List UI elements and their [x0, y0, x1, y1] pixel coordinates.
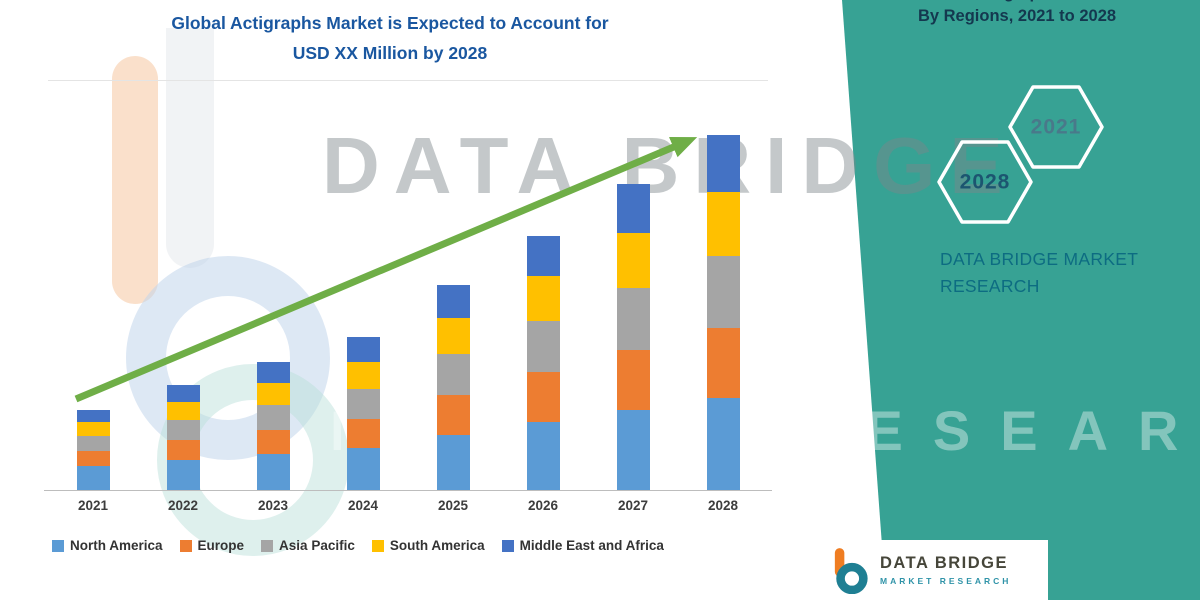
- legend-swatch-europe: [179, 539, 192, 552]
- bar-2022: [166, 385, 200, 490]
- footer-logo: DATA BRIDGE MARKET RESEARCH: [820, 540, 1048, 600]
- bar-2024-south-america: [346, 362, 380, 389]
- legend-swatch-south-america: [371, 539, 384, 552]
- legend: North America Europe Asia Pacific South Ame…: [52, 538, 792, 553]
- bar-2021-europe: [76, 451, 110, 466]
- bar-2028-south-america: [706, 192, 740, 256]
- legend-label-europe: Europe: [197, 538, 245, 553]
- x-axis-labels: 2021 2022 2023 2024 2025 2026 2027 2028: [48, 498, 768, 513]
- hexagon-2028-label: 2028: [960, 171, 1011, 194]
- bar-2028-asia-pacific: [706, 256, 740, 328]
- x-axis-line: [44, 490, 772, 491]
- bar-2027-asia-pacific: [616, 288, 650, 350]
- bar-2025-europe: [436, 395, 470, 435]
- bar-2026: [526, 236, 560, 490]
- bar-2023-europe: [256, 430, 290, 454]
- chart-title-line2: USD XX Million by 2028: [292, 43, 488, 63]
- bar-2023-asia-pacific: [256, 405, 290, 430]
- bar-2024-middle-east-and-africa: [346, 337, 380, 362]
- footer-brand-sub: MARKET RESEARCH: [880, 576, 1012, 586]
- databridge-logo-icon: [834, 548, 868, 594]
- bar-2021-north-america: [76, 466, 110, 490]
- bar-2022-middle-east-and-africa: [166, 385, 200, 402]
- hexagon-2021-label: 2021: [1031, 116, 1082, 139]
- legend-item-south-america: South America: [371, 538, 485, 553]
- bar-2022-europe: [166, 440, 200, 460]
- year-hexagons: 2028 2021: [937, 85, 1104, 224]
- top-gridline: [48, 80, 768, 81]
- bar-2028-north-america: [706, 398, 740, 490]
- bar-2024-north-america: [346, 448, 380, 490]
- bar-2025-north-america: [436, 435, 470, 490]
- footer-text: DATA BRIDGE MARKET RESEARCH: [880, 554, 1011, 586]
- legend-item-europe: Europe: [179, 538, 245, 553]
- legend-swatch-asia-pacific: [261, 539, 274, 552]
- legend-swatch-north-america: [52, 539, 64, 552]
- x-label-2027: 2027: [617, 498, 649, 513]
- bar-2028-middle-east-and-africa: [706, 135, 740, 192]
- bar-2024: [346, 337, 380, 490]
- bar-2026-middle-east-and-africa: [526, 236, 560, 276]
- bar-2025-south-america: [436, 318, 470, 354]
- bar-2026-asia-pacific: [526, 321, 560, 372]
- bar-2021: [76, 410, 110, 490]
- legend-swatch-middle-east-and-africa: [501, 539, 514, 552]
- x-label-2023: 2023: [257, 498, 289, 513]
- bar-2024-asia-pacific: [346, 389, 380, 419]
- bar-2025: [436, 285, 470, 490]
- panel-brand-line1: DATA BRIDGE MARKET: [940, 249, 1139, 269]
- panel-title-clipped: Global Actigraphs Market: [852, 0, 1182, 3]
- bar-2028-europe: [706, 328, 740, 398]
- hexagon-2028: [937, 140, 1033, 224]
- legend-label-asia-pacific: Asia Pacific: [279, 538, 355, 553]
- bar-2025-asia-pacific: [436, 354, 470, 395]
- bar-2025-middle-east-and-africa: [436, 285, 470, 318]
- bar-2027-north-america: [616, 410, 650, 490]
- legend-label-middle-east-and-africa: Middle East and Africa: [519, 538, 664, 553]
- chart-title-line1: Global Actigraphs Market is Expected to …: [171, 13, 609, 33]
- bar-2021-asia-pacific: [76, 436, 110, 451]
- legend-label-north-america: North America: [70, 538, 163, 553]
- bar-2027-south-america: [616, 233, 650, 288]
- bar-2023-south-america: [256, 383, 290, 405]
- bar-2027: [616, 184, 650, 490]
- x-label-2024: 2024: [347, 498, 379, 513]
- bar-2027-europe: [616, 350, 650, 410]
- footer-brand: DATA BRIDGE: [880, 554, 1009, 572]
- bar-2021-south-america: [76, 422, 110, 436]
- legend-item-north-america: North America: [52, 538, 163, 553]
- x-label-2025: 2025: [437, 498, 469, 513]
- x-label-2022: 2022: [167, 498, 199, 513]
- legend-label-south-america: South America: [389, 538, 485, 553]
- x-label-2021: 2021: [77, 498, 109, 513]
- bar-2026-south-america: [526, 276, 560, 321]
- bar-2024-europe: [346, 419, 380, 448]
- panel-brand-text: DATA BRIDGE MARKET RESEARCH: [940, 246, 1138, 300]
- bar-2028: [706, 135, 740, 490]
- bar-2023-north-america: [256, 454, 290, 490]
- panel-brand-line2: RESEARCH: [940, 276, 1040, 296]
- bar-2027-middle-east-and-africa: [616, 184, 650, 233]
- legend-item-asia-pacific: Asia Pacific: [261, 538, 355, 553]
- bar-2022-asia-pacific: [166, 420, 200, 440]
- x-label-2026: 2026: [527, 498, 559, 513]
- hexagon-2021: [1008, 85, 1104, 169]
- plot-area: [48, 80, 768, 490]
- bar-2022-north-america: [166, 460, 200, 490]
- bar-2022-south-america: [166, 402, 200, 420]
- chart-title: Global Actigraphs Market is Expected to …: [40, 8, 740, 68]
- bar-2023-middle-east-and-africa: [256, 362, 290, 383]
- panel-subtitle: By Regions, 2021 to 2028: [917, 7, 1117, 25]
- bar-2021-middle-east-and-africa: [76, 410, 110, 422]
- bar-2026-europe: [526, 372, 560, 422]
- bar-2026-north-america: [526, 422, 560, 490]
- x-label-2028: 2028: [707, 498, 739, 513]
- bar-2023: [256, 362, 290, 490]
- legend-item-middle-east-and-africa: Middle East and Africa: [501, 538, 664, 553]
